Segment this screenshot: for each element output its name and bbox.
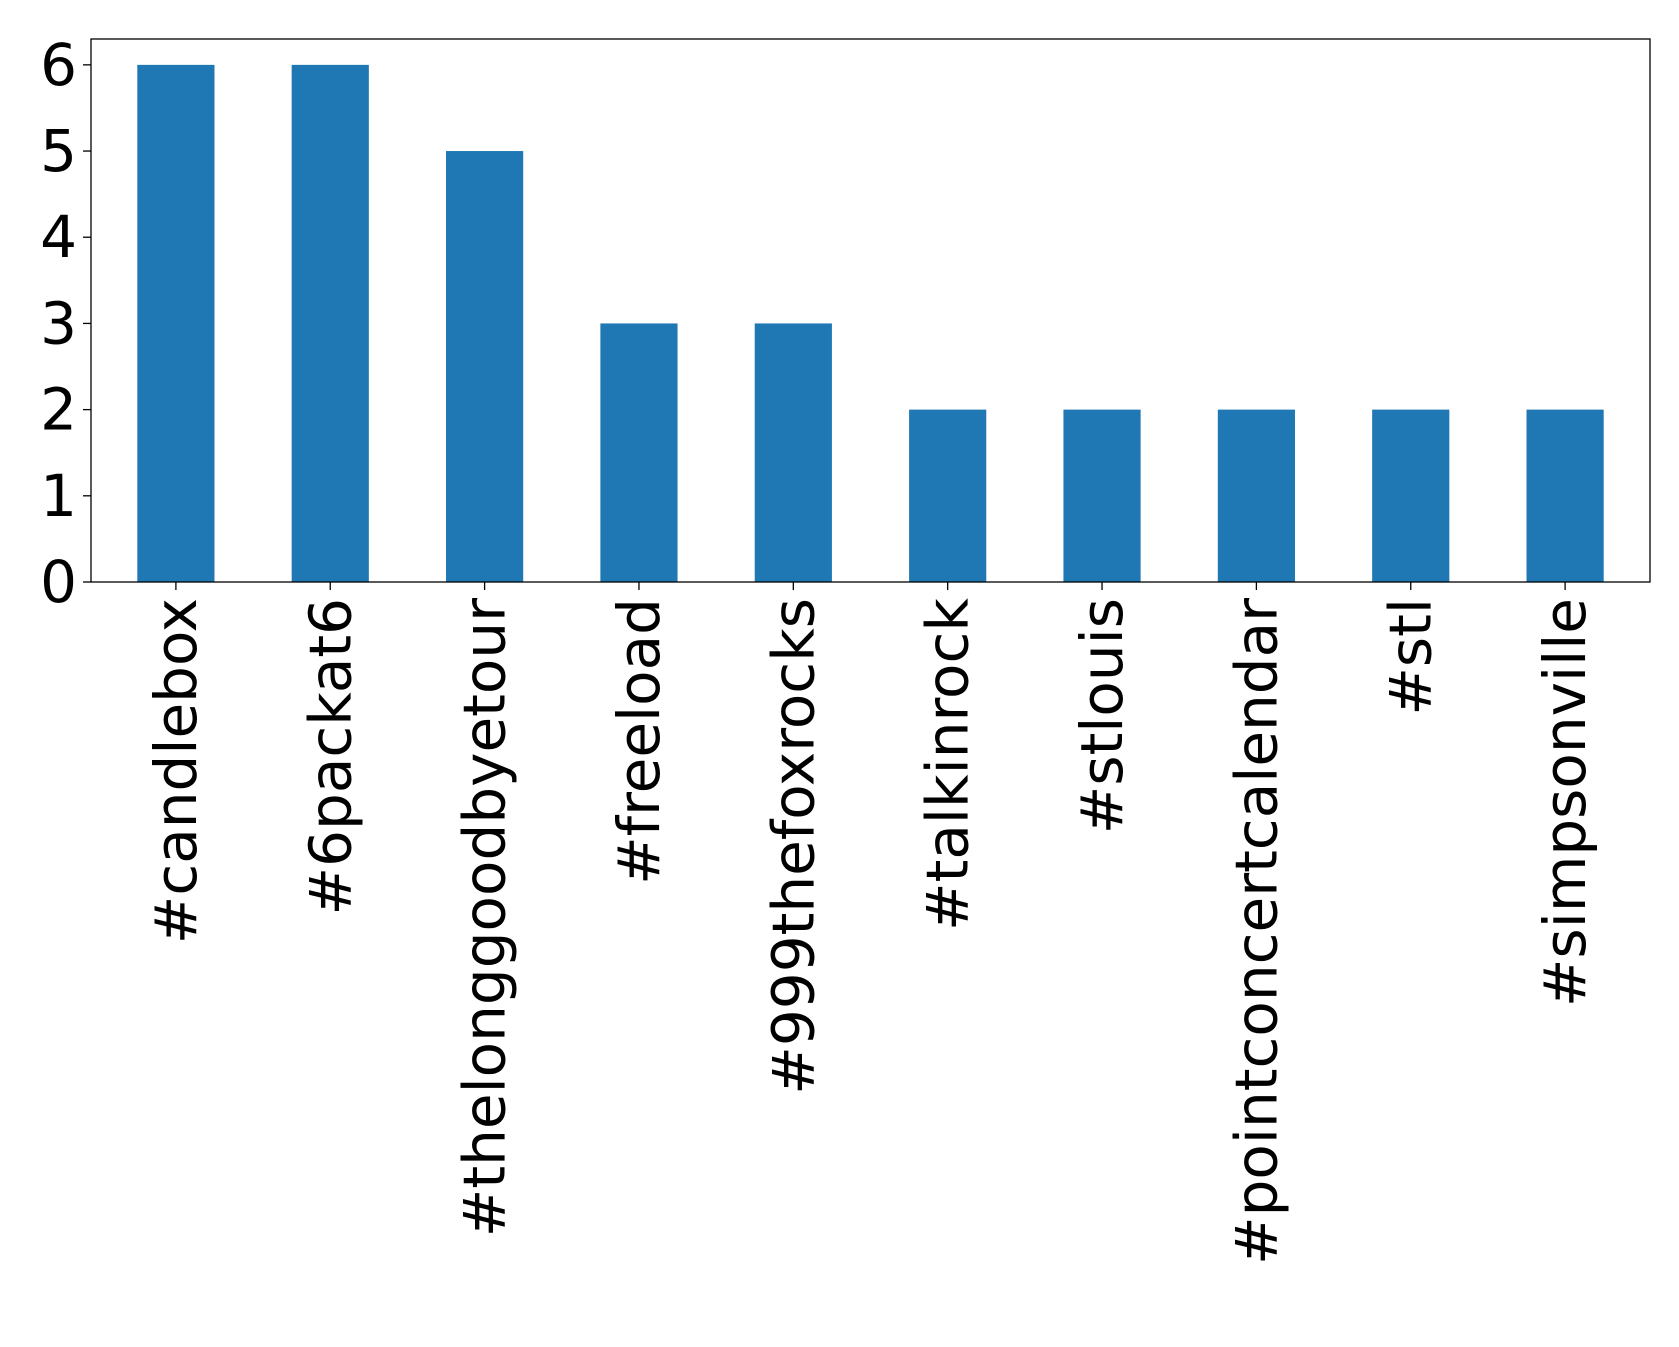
- plot-frame: [90, 38, 1651, 583]
- y-tick-label: 1: [40, 462, 77, 530]
- bar-999thefoxrocks: [754, 323, 832, 582]
- bars-group: [137, 64, 1604, 583]
- x-tick-label: #6packat6: [296, 598, 364, 916]
- x-tick-label: #999thefoxrocks: [759, 598, 827, 1095]
- bar-freeload: [600, 323, 678, 582]
- x-tick-label: #thelonggoodbyetour: [451, 598, 519, 1237]
- y-tick-label: 4: [40, 203, 77, 271]
- bar-simpsonville: [1526, 409, 1604, 582]
- bar-stl: [1372, 409, 1450, 582]
- y-tick-label: 3: [40, 289, 77, 357]
- bar-pointconcertcalendar: [1217, 409, 1295, 582]
- x-tick-label: #simpsonville: [1531, 598, 1599, 1007]
- bar-talkinrock: [909, 409, 987, 582]
- bar-candlebox: [137, 64, 215, 583]
- x-axis: #candlebox #6packat6 #thelonggoodbyetour #f…: [142, 582, 1599, 1265]
- x-tick-label: #freeload: [605, 598, 673, 885]
- x-tick-label: #candlebox: [142, 598, 210, 944]
- y-tick-label: 2: [40, 376, 77, 444]
- y-tick-label: 5: [40, 117, 77, 185]
- x-tick-label: #stlouis: [1068, 598, 1136, 834]
- y-tick-label: 6: [40, 31, 77, 99]
- x-tick-label: #pointconcertcalendar: [1222, 598, 1290, 1265]
- bar-6packat6: [291, 64, 369, 583]
- bar-thelonggoodbyetour: [446, 151, 524, 583]
- y-axis: 0 1 2 3 4 5 6: [40, 31, 91, 616]
- y-tick-label: 0: [40, 548, 77, 616]
- bar-stlouis: [1063, 409, 1141, 582]
- x-tick-label: #stl: [1377, 598, 1445, 716]
- x-tick-label: #talkinrock: [914, 598, 982, 931]
